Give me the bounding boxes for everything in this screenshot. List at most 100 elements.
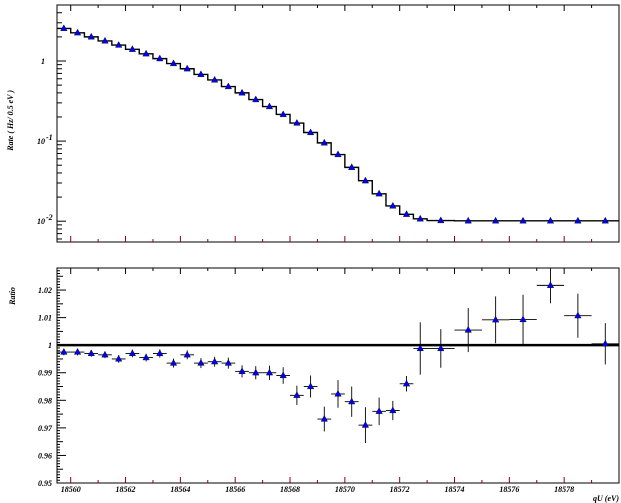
data-point-triangle (156, 349, 164, 356)
data-point-triangle (252, 95, 260, 103)
data-point-triangle (224, 82, 232, 90)
top-y-tick-label: 10 (37, 137, 45, 146)
data-point-triangle (60, 348, 68, 355)
data-point-triangle (293, 119, 301, 126)
data-point-triangle (574, 311, 582, 319)
histogram-step-line (57, 27, 619, 222)
data-point-triangle (375, 407, 383, 414)
data-point-triangle (574, 216, 582, 224)
bottom-x-ticks: 18560 18562 18564 18566 18568 18570 18572 18574… (61, 268, 593, 494)
data-point-triangle (402, 210, 411, 217)
data-point-triangle (307, 128, 315, 136)
data-point-triangle (73, 348, 82, 355)
data-point-triangle (334, 150, 342, 158)
data-point-triangle (142, 49, 150, 57)
data-point-triangle (211, 357, 219, 365)
bottom-data-points (57, 267, 619, 444)
bottom-x-tick-label: 18570 (335, 485, 355, 494)
data-point-triangle (60, 24, 68, 31)
data-point-triangle (115, 354, 123, 362)
data-point-triangle (320, 415, 328, 422)
data-point-triangle (183, 64, 191, 72)
data-point-triangle (156, 54, 164, 62)
top-y-ticks: 10 -210 -11 (37, 4, 66, 240)
data-point-triangle (519, 315, 527, 323)
data-point-triangle (361, 176, 369, 184)
data-point-triangle (601, 339, 609, 347)
data-point-triangle (169, 59, 178, 67)
bottom-y-tick-label: 1.01 (38, 314, 52, 323)
bottom-y-tick-label: 0.97 (38, 424, 53, 433)
bottom-y-tick-label: 0.95 (38, 479, 52, 488)
data-point-triangle (320, 138, 328, 146)
top-data-points (60, 24, 609, 224)
bottom-x-tick-label: 18576 (499, 485, 519, 494)
bottom-x-tick-label: 18572 (390, 485, 410, 494)
data-point-triangle (87, 349, 95, 356)
data-point-triangle (128, 45, 136, 52)
data-point-triangle (437, 216, 445, 224)
data-point-triangle (375, 189, 383, 197)
bottom-x-tick-label: 18562 (116, 485, 136, 494)
bottom-y-tick-label: 0.96 (38, 451, 52, 460)
bottom-panel: 18560 18562 18564 18566 18568 18570 18572 18574… (8, 267, 620, 503)
data-point-triangle (492, 216, 500, 224)
data-point-triangle (293, 391, 301, 398)
data-point-triangle (265, 102, 274, 110)
data-point-triangle (389, 201, 397, 209)
top-histogram (57, 27, 619, 222)
data-point-triangle (101, 36, 109, 44)
data-point-triangle (73, 28, 82, 36)
data-point-triangle (437, 344, 445, 352)
top-plot-frame (56, 4, 620, 243)
data-point-triangle (128, 349, 136, 356)
data-point-triangle (169, 359, 178, 366)
bottom-y-axis-title: Ratio (8, 287, 17, 306)
bottom-y-tick-label: 1.02 (38, 286, 52, 295)
data-point-triangle (464, 216, 472, 224)
bottom-x-tick-label: 18564 (170, 485, 190, 494)
data-point-triangle (238, 367, 246, 374)
data-point-triangle (546, 281, 555, 288)
data-point-triangle (87, 32, 95, 40)
bottom-x-tick-label: 18560 (61, 485, 81, 494)
data-point-triangle (279, 110, 287, 118)
top-panel: 10 -210 -11 Rate ( Hz/ 0.5 eV ) (6, 4, 620, 243)
data-point-triangle (265, 368, 274, 376)
bottom-y-tick-label: 0.99 (38, 369, 52, 378)
data-point-triangle (334, 389, 342, 397)
data-point-triangle (101, 350, 109, 358)
bottom-y-tick-label: 1 (48, 341, 52, 350)
data-point-triangle (183, 350, 191, 358)
top-y-axis-title: Rate ( Hz/ 0.5 eV ) (6, 90, 15, 152)
data-point-triangle (416, 344, 424, 352)
data-point-triangle (464, 326, 472, 333)
data-point-triangle (197, 359, 205, 366)
bottom-x-axis-title: qU (eV) (593, 494, 619, 503)
data-point-triangle (142, 353, 150, 361)
bottom-x-tick-label: 18568 (280, 485, 300, 494)
bottom-y-ticks: 0.95 0.96 0.97 0.98 0.99 1 1.01 1.02 (38, 267, 66, 488)
top-y-tick-label: 1 (41, 57, 45, 66)
data-point-triangle (279, 371, 287, 379)
data-point-triangle (361, 421, 369, 428)
top-x-ticks (70, 5, 593, 242)
data-point-triangle (402, 379, 411, 387)
data-point-triangle (115, 41, 123, 48)
data-point-triangle (546, 216, 555, 224)
top-y-tick-exponent: -2 (46, 213, 53, 222)
data-point-triangle (224, 359, 232, 366)
data-point-triangle (197, 70, 205, 77)
data-point-triangle (252, 368, 260, 376)
data-point-triangle (211, 75, 219, 83)
data-point-triangle (348, 163, 356, 170)
data-point-triangle (519, 216, 527, 224)
data-point-triangle (601, 216, 609, 224)
bottom-x-tick-label: 18574 (445, 485, 465, 494)
top-y-tick-label: 10 (37, 217, 45, 226)
bottom-y-tick-label: 0.98 (38, 396, 52, 405)
top-y-tick-exponent: -1 (46, 133, 53, 142)
bottom-x-tick-label: 18566 (225, 485, 245, 494)
data-point-triangle (416, 214, 424, 222)
